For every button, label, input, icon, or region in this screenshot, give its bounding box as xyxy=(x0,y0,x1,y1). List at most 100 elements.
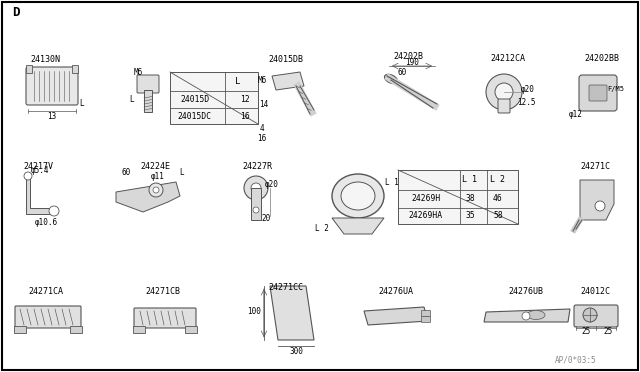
Text: φ20: φ20 xyxy=(521,84,535,93)
Text: 46: 46 xyxy=(493,194,503,203)
Text: 24224E: 24224E xyxy=(140,161,170,170)
FancyBboxPatch shape xyxy=(422,311,431,317)
Text: φ5.4: φ5.4 xyxy=(31,166,49,174)
Circle shape xyxy=(153,187,159,193)
Text: 24276UB: 24276UB xyxy=(508,286,543,295)
Text: M6: M6 xyxy=(134,67,143,77)
Circle shape xyxy=(149,183,163,197)
Text: 12.5: 12.5 xyxy=(516,97,535,106)
Polygon shape xyxy=(272,72,304,90)
Text: 60: 60 xyxy=(397,67,406,77)
FancyBboxPatch shape xyxy=(422,317,431,323)
Bar xyxy=(14,326,26,333)
FancyBboxPatch shape xyxy=(589,85,607,101)
Text: L 1: L 1 xyxy=(385,177,399,186)
Text: 14: 14 xyxy=(259,99,269,109)
Polygon shape xyxy=(26,178,54,214)
Circle shape xyxy=(486,74,522,110)
FancyBboxPatch shape xyxy=(574,305,618,327)
Text: 24227R: 24227R xyxy=(242,161,272,170)
Bar xyxy=(185,326,197,333)
Text: 24276UA: 24276UA xyxy=(378,286,413,295)
Text: L: L xyxy=(180,167,184,176)
Text: 12: 12 xyxy=(240,95,250,104)
Polygon shape xyxy=(580,180,614,220)
Polygon shape xyxy=(484,309,570,322)
Text: 20: 20 xyxy=(261,214,271,222)
FancyBboxPatch shape xyxy=(15,306,81,328)
Text: 35: 35 xyxy=(465,211,475,220)
Polygon shape xyxy=(332,218,384,234)
Text: 300: 300 xyxy=(289,346,303,356)
Circle shape xyxy=(251,183,261,193)
Text: 16: 16 xyxy=(240,112,250,121)
Text: 24217V: 24217V xyxy=(23,161,53,170)
Text: 24271C: 24271C xyxy=(580,161,610,170)
Polygon shape xyxy=(364,307,428,325)
Text: M6: M6 xyxy=(257,76,267,84)
FancyBboxPatch shape xyxy=(26,67,78,105)
FancyBboxPatch shape xyxy=(498,99,510,113)
Text: 25: 25 xyxy=(581,327,591,336)
Circle shape xyxy=(495,83,513,101)
Text: 24271CC: 24271CC xyxy=(268,283,303,292)
Ellipse shape xyxy=(385,74,397,84)
Text: L 2: L 2 xyxy=(490,174,506,183)
Text: L: L xyxy=(236,77,241,86)
Text: 25: 25 xyxy=(604,327,612,336)
Text: 24269H: 24269H xyxy=(412,194,440,203)
Bar xyxy=(72,65,78,73)
Text: 24269HA: 24269HA xyxy=(409,211,443,220)
Text: 100: 100 xyxy=(247,308,261,317)
FancyBboxPatch shape xyxy=(134,308,196,328)
Text: 38: 38 xyxy=(465,194,475,203)
Bar xyxy=(251,188,261,220)
Circle shape xyxy=(595,201,605,211)
Text: 24271CA: 24271CA xyxy=(28,286,63,295)
Text: L 2: L 2 xyxy=(315,224,329,232)
Text: 24202BB: 24202BB xyxy=(584,54,619,62)
Text: 24015D: 24015D xyxy=(180,95,210,104)
Polygon shape xyxy=(270,286,314,340)
FancyBboxPatch shape xyxy=(137,75,159,93)
Text: φ12: φ12 xyxy=(569,109,583,119)
Ellipse shape xyxy=(341,182,375,210)
Text: 60: 60 xyxy=(122,167,131,176)
Bar xyxy=(170,72,258,124)
Text: φ20: φ20 xyxy=(265,180,279,189)
Text: 4: 4 xyxy=(260,124,264,132)
Bar xyxy=(398,170,518,224)
Text: 24012C: 24012C xyxy=(580,286,610,295)
Circle shape xyxy=(49,206,59,216)
Text: 24271CB: 24271CB xyxy=(145,286,180,295)
Ellipse shape xyxy=(527,311,545,320)
Text: φ11: φ11 xyxy=(151,171,165,180)
Ellipse shape xyxy=(332,174,384,218)
Circle shape xyxy=(244,176,268,200)
Circle shape xyxy=(253,207,259,213)
Text: 24015DB: 24015DB xyxy=(268,55,303,64)
Text: L 1: L 1 xyxy=(463,174,477,183)
Bar xyxy=(70,326,82,333)
Circle shape xyxy=(24,172,32,180)
Text: 24212CA: 24212CA xyxy=(490,54,525,62)
Text: 13: 13 xyxy=(47,112,56,121)
Bar xyxy=(26,65,32,73)
Circle shape xyxy=(583,308,597,322)
Text: AP/0*03:5: AP/0*03:5 xyxy=(555,356,596,365)
Text: 190: 190 xyxy=(405,58,419,67)
Text: F/M5: F/M5 xyxy=(607,86,625,92)
Circle shape xyxy=(522,312,530,320)
Bar xyxy=(133,326,145,333)
Text: 16: 16 xyxy=(257,134,267,142)
Text: 24130N: 24130N xyxy=(30,55,60,64)
Text: L: L xyxy=(80,99,84,108)
Text: 24202B: 24202B xyxy=(393,51,423,61)
Text: 24015DC: 24015DC xyxy=(178,112,212,121)
Polygon shape xyxy=(116,182,180,212)
Text: D: D xyxy=(12,6,19,19)
Text: φ10.6: φ10.6 xyxy=(35,218,58,227)
Text: 58: 58 xyxy=(493,211,503,220)
Bar xyxy=(144,90,152,112)
Text: L: L xyxy=(130,94,134,103)
